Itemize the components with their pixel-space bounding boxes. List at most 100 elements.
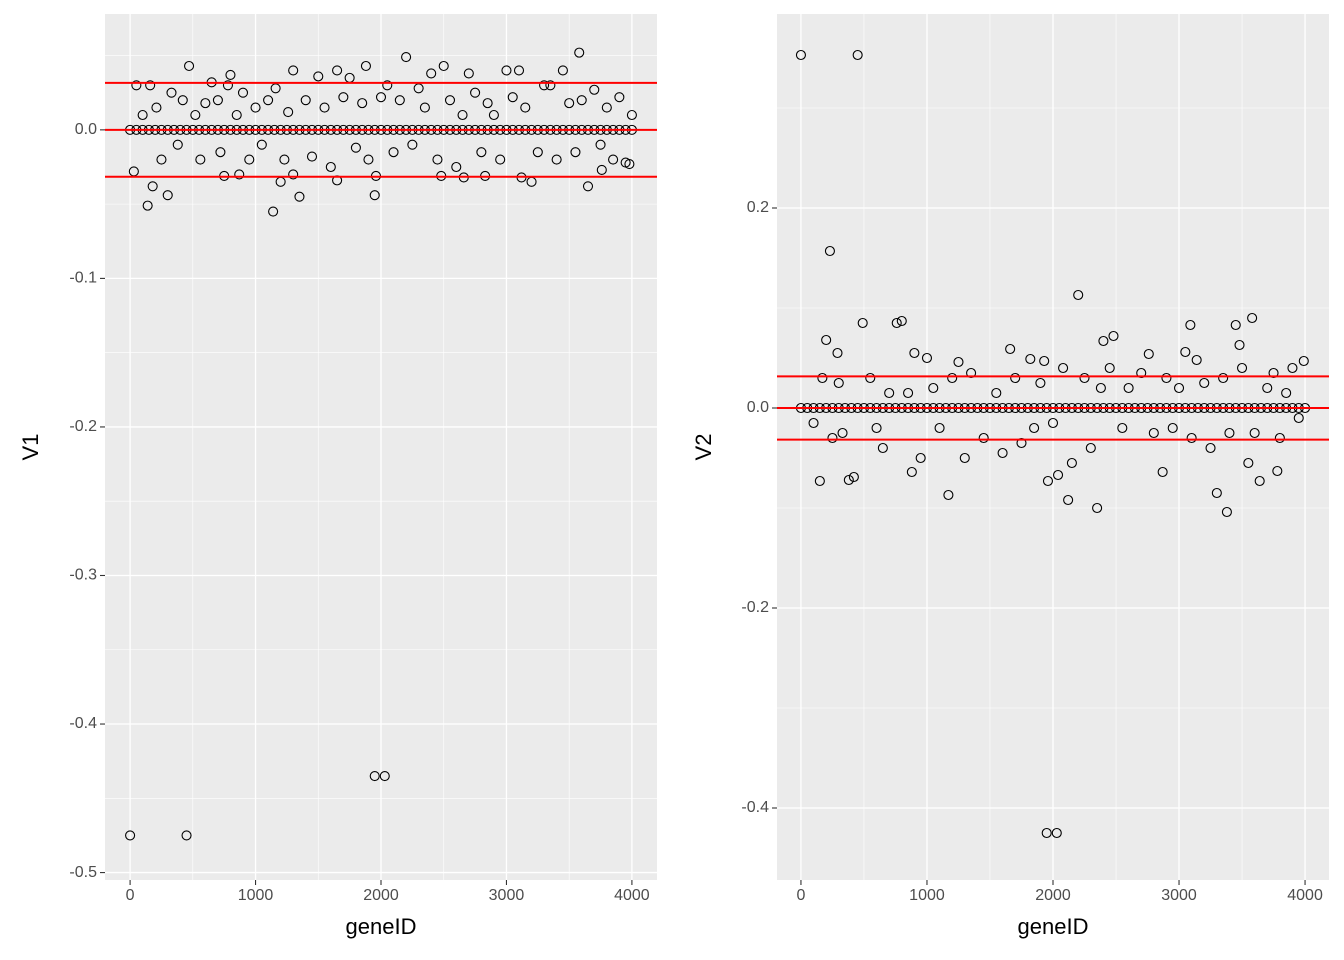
point bbox=[1025, 353, 1036, 365]
point bbox=[184, 60, 195, 72]
point bbox=[125, 830, 136, 841]
point bbox=[288, 169, 299, 180]
point bbox=[1218, 372, 1229, 384]
point bbox=[1047, 417, 1059, 429]
point bbox=[1098, 335, 1109, 347]
point bbox=[1066, 457, 1077, 469]
point bbox=[268, 206, 279, 217]
point bbox=[470, 87, 481, 98]
point bbox=[865, 372, 876, 384]
point bbox=[319, 102, 330, 113]
point bbox=[145, 80, 156, 91]
point bbox=[1167, 422, 1178, 434]
point bbox=[1063, 494, 1074, 506]
point bbox=[1262, 382, 1273, 394]
point bbox=[1211, 487, 1222, 499]
point bbox=[1281, 387, 1292, 399]
point bbox=[871, 422, 882, 434]
point bbox=[256, 139, 267, 150]
point bbox=[896, 315, 907, 327]
point bbox=[539, 80, 550, 91]
x-tick-label: 0 bbox=[796, 887, 805, 904]
point bbox=[1268, 367, 1279, 379]
point bbox=[953, 356, 964, 368]
point bbox=[507, 92, 518, 103]
point bbox=[1035, 377, 1046, 389]
point bbox=[1029, 422, 1040, 434]
point bbox=[375, 92, 387, 103]
point bbox=[212, 95, 223, 106]
point bbox=[837, 427, 848, 439]
y-tick-label: -0.5 bbox=[69, 864, 97, 881]
point bbox=[1051, 827, 1062, 839]
point bbox=[1052, 469, 1064, 481]
point bbox=[463, 68, 474, 79]
point bbox=[234, 169, 245, 180]
point bbox=[1224, 427, 1235, 439]
point bbox=[401, 52, 412, 63]
point bbox=[300, 95, 311, 106]
point bbox=[1085, 442, 1096, 454]
point bbox=[1173, 382, 1185, 394]
point bbox=[852, 49, 863, 61]
point bbox=[306, 151, 318, 162]
point bbox=[1148, 427, 1159, 439]
point bbox=[444, 95, 456, 106]
point bbox=[915, 452, 926, 464]
point bbox=[279, 154, 290, 165]
point bbox=[1205, 442, 1216, 454]
y-tick-label: -0.4 bbox=[741, 799, 769, 816]
point bbox=[906, 466, 917, 478]
point bbox=[966, 367, 977, 379]
x-tick-label: 3000 bbox=[1161, 887, 1197, 904]
point bbox=[1199, 377, 1210, 389]
point bbox=[294, 191, 305, 202]
x-tick-label: 1000 bbox=[238, 887, 274, 904]
point bbox=[884, 387, 895, 399]
point bbox=[438, 60, 449, 72]
point bbox=[843, 474, 854, 486]
point bbox=[288, 65, 299, 76]
point bbox=[589, 84, 600, 95]
point bbox=[557, 65, 568, 76]
point bbox=[877, 442, 888, 454]
point bbox=[513, 65, 525, 76]
point bbox=[222, 80, 233, 91]
point bbox=[313, 71, 324, 82]
point bbox=[177, 95, 188, 106]
x-tick-label: 4000 bbox=[614, 887, 650, 904]
point bbox=[388, 147, 399, 158]
point bbox=[1117, 422, 1128, 434]
point bbox=[231, 109, 242, 121]
point bbox=[451, 161, 462, 173]
point bbox=[482, 98, 493, 109]
point bbox=[1234, 339, 1245, 351]
point bbox=[596, 164, 607, 176]
point bbox=[156, 154, 167, 165]
point bbox=[250, 102, 261, 113]
point bbox=[626, 109, 637, 121]
point bbox=[432, 154, 443, 165]
point bbox=[857, 317, 868, 329]
point bbox=[195, 154, 206, 165]
point bbox=[614, 92, 625, 103]
point bbox=[263, 95, 274, 106]
point bbox=[181, 830, 192, 841]
point bbox=[1161, 372, 1172, 384]
point bbox=[959, 452, 970, 464]
point bbox=[1041, 827, 1052, 839]
point bbox=[595, 139, 606, 150]
point bbox=[947, 372, 958, 384]
point bbox=[360, 60, 371, 72]
point bbox=[1136, 367, 1147, 379]
x-tick-label: 3000 bbox=[489, 887, 525, 904]
point bbox=[457, 109, 468, 121]
point bbox=[142, 200, 153, 211]
y-tick-label: 0.0 bbox=[747, 399, 769, 416]
point bbox=[570, 147, 581, 158]
point bbox=[426, 68, 437, 79]
point bbox=[1079, 372, 1090, 384]
point bbox=[808, 417, 819, 429]
point bbox=[921, 352, 933, 364]
point bbox=[394, 95, 405, 106]
